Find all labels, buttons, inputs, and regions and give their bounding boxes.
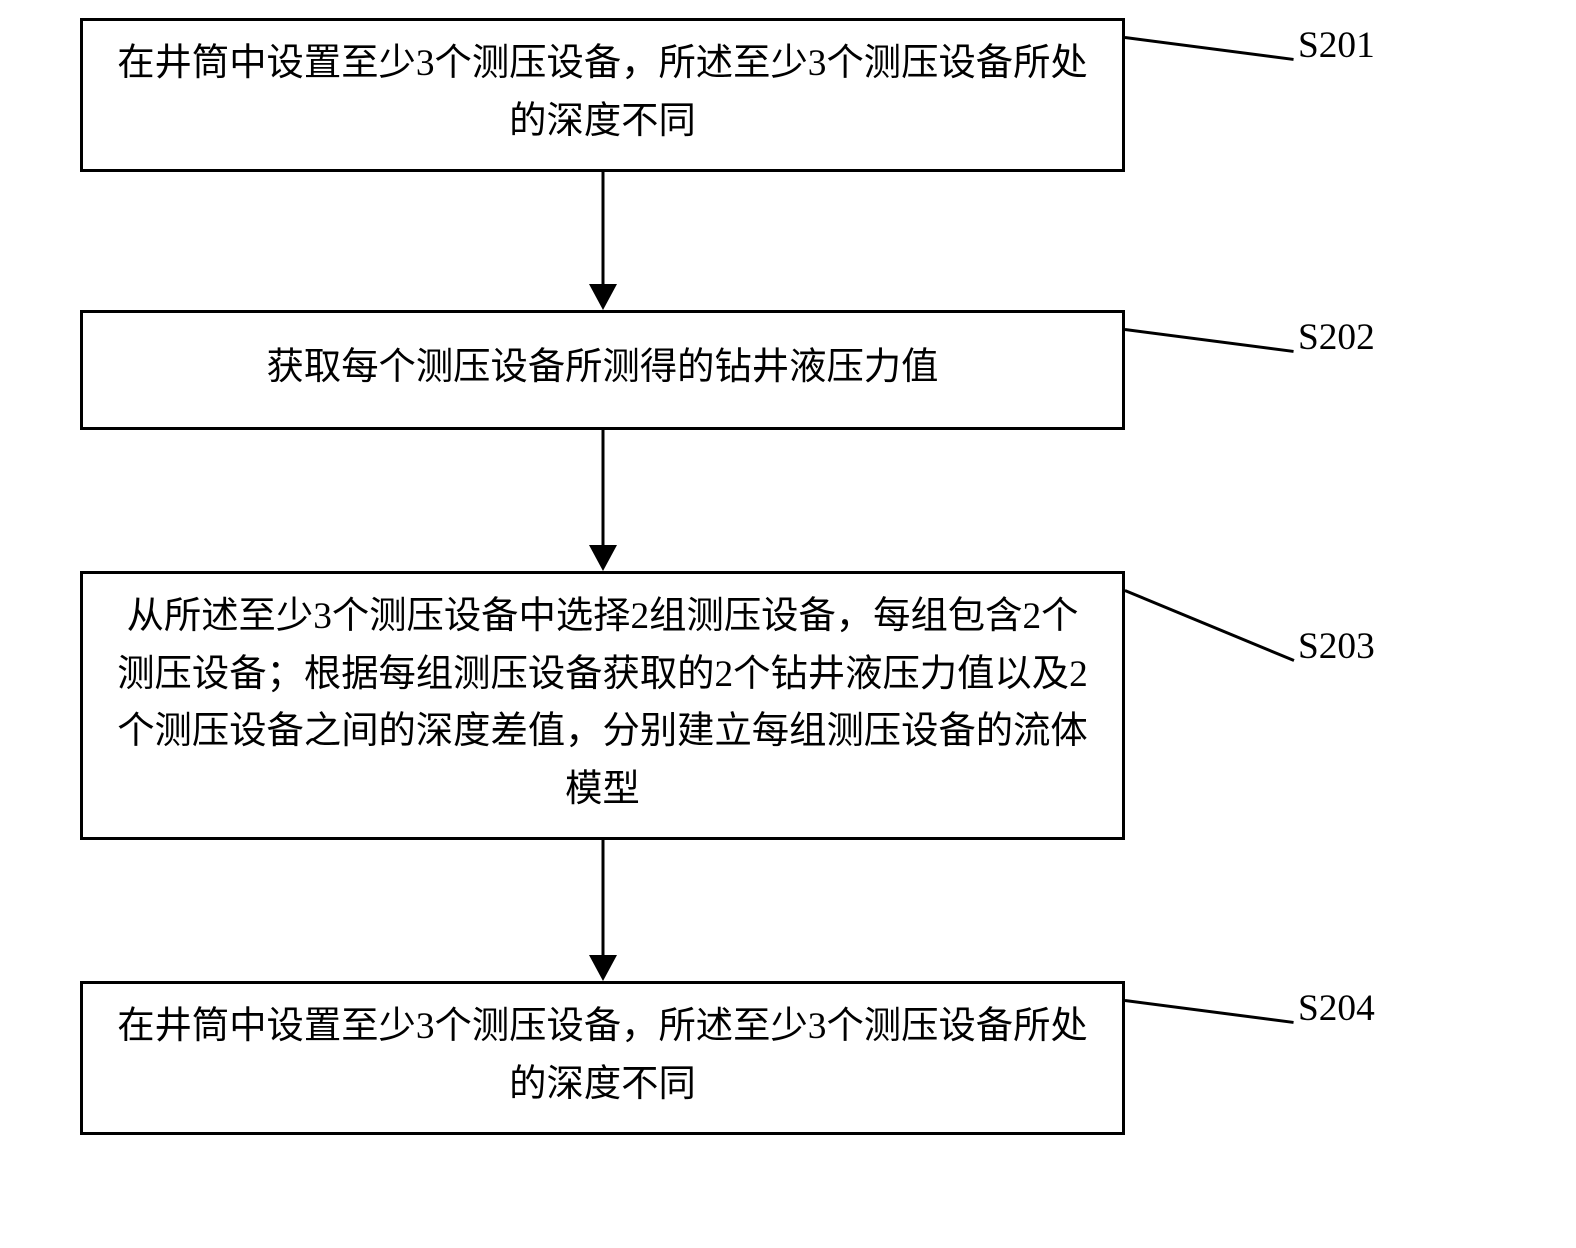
arrow-wrap-3 [80,878,1500,981]
step-row-2: 获取每个测压设备所测得的钻井液压力值 S202 [80,310,1500,430]
connector-3a [80,840,1125,878]
step-row-4: 在井筒中设置至少3个测压设备，所述至少3个测压设备所处的深度不同 S204 [80,981,1500,1135]
connector-1a [80,172,1125,210]
step-text-3: 从所述至少3个测压设备中选择2组测压设备，每组包含2个测压设备；根据每组测压设备… [113,588,1092,819]
flowchart-container: 在井筒中设置至少3个测压设备，所述至少3个测压设备所处的深度不同 S201 获取… [80,18,1500,1135]
step-text-1: 在井筒中设置至少3个测压设备，所述至少3个测压设备所处的深度不同 [113,35,1092,151]
arrow-3 [80,878,1125,981]
step-text-2: 获取每个测压设备所测得的钻井液压力值 [113,339,1092,397]
step-label-3: S203 [1298,625,1375,668]
step-row-1: 在井筒中设置至少3个测压设备，所述至少3个测压设备所处的深度不同 S201 [80,18,1500,172]
arrow-1 [80,210,1125,310]
step-box-3: 从所述至少3个测压设备中选择2组测压设备，每组包含2个测压设备；根据每组测压设备… [80,571,1125,840]
leader-1 [1125,36,1294,60]
step-text-4: 在井筒中设置至少3个测压设备，所述至少3个测压设备所处的深度不同 [113,998,1092,1114]
arrow-2 [80,468,1125,571]
arrow-wrap-2 [80,468,1500,571]
leader-3 [1125,589,1295,661]
step-label-4: S204 [1298,987,1375,1030]
step-box-4: 在井筒中设置至少3个测压设备，所述至少3个测压设备所处的深度不同 [80,981,1125,1135]
leader-2 [1125,328,1294,352]
leader-4 [1125,999,1294,1023]
connector-2a [80,430,1125,468]
step-label-2: S202 [1298,316,1375,359]
step-box-1: 在井筒中设置至少3个测压设备，所述至少3个测压设备所处的深度不同 [80,18,1125,172]
step-box-2: 获取每个测压设备所测得的钻井液压力值 [80,310,1125,430]
step-row-3: 从所述至少3个测压设备中选择2组测压设备，每组包含2个测压设备；根据每组测压设备… [80,571,1500,840]
arrow-wrap-1 [80,210,1500,310]
step-label-1: S201 [1298,24,1375,67]
